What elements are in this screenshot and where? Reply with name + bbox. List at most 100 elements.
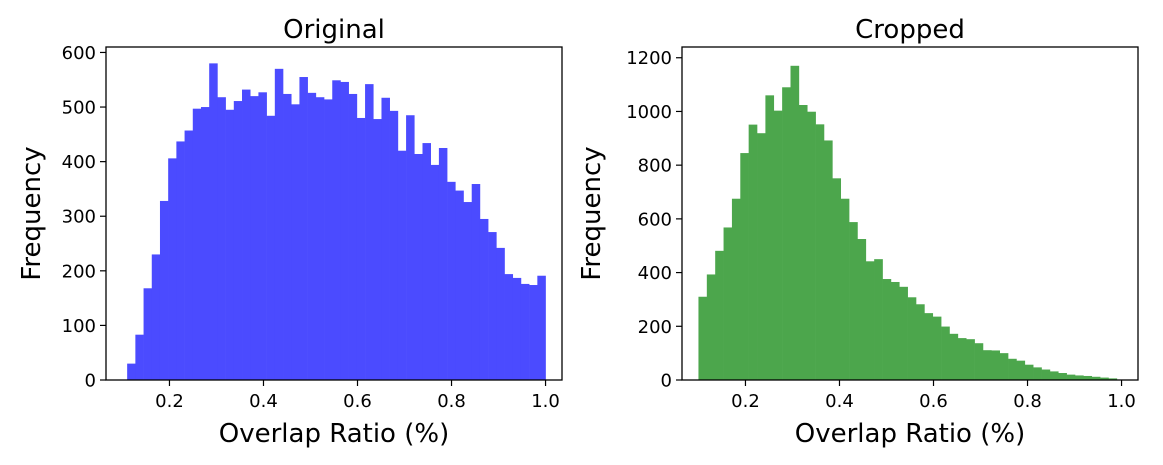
histogram-bar xyxy=(706,274,716,380)
histogram-bar xyxy=(1091,376,1101,380)
histogram-bar xyxy=(315,97,325,380)
histogram-bar xyxy=(698,296,708,380)
histogram-bar xyxy=(798,105,808,380)
histogram-bar xyxy=(184,130,194,380)
histogram-bar xyxy=(1016,360,1026,380)
histogram-bar xyxy=(192,108,202,380)
histogram-bar xyxy=(414,153,423,380)
histogram-bar xyxy=(1049,371,1059,380)
histogram-bar xyxy=(348,93,358,380)
histogram-bar xyxy=(299,77,308,380)
y-tick-label: 500 xyxy=(62,98,96,119)
x-tick-label: 0.4 xyxy=(825,391,854,412)
histogram-bar xyxy=(397,150,407,380)
histogram-bar xyxy=(324,99,333,380)
histogram-bar xyxy=(815,124,825,380)
histogram-bar xyxy=(899,286,908,380)
histogram-bar xyxy=(455,190,464,380)
histogram-bar xyxy=(332,80,341,381)
y-axis-label-original: Frequency xyxy=(17,146,47,280)
histogram-bar xyxy=(176,141,185,380)
histogram-bar xyxy=(916,304,925,380)
histogram-bar xyxy=(1075,375,1084,380)
histogram-bar xyxy=(1083,375,1093,380)
histogram-bar xyxy=(1058,373,1067,380)
histogram-bar xyxy=(143,288,153,380)
histogram-bar xyxy=(274,68,284,381)
y-tick-label: 0 xyxy=(85,371,96,392)
histogram-bar xyxy=(907,297,917,380)
bars-cropped xyxy=(698,65,1118,381)
histogram-bar xyxy=(356,117,366,380)
histogram-bar xyxy=(479,218,489,380)
histogram-bar xyxy=(389,110,399,381)
histogram-bar xyxy=(406,115,415,380)
histogram-cropped: Cropped 0.2 0.4 0.6 0.8 1.0 0 200 400 600 800 100… xyxy=(577,15,1139,449)
histogram-bar xyxy=(723,227,733,380)
histogram-bar xyxy=(159,200,169,380)
y-tick-label: 400 xyxy=(62,152,96,173)
y-tick-label: 200 xyxy=(638,317,672,338)
histogram-bar xyxy=(200,107,210,380)
x-tick-label: 0.2 xyxy=(155,391,184,412)
histogram-bar xyxy=(488,232,497,380)
histogram-bar xyxy=(283,93,292,380)
histogram-bar xyxy=(496,247,505,380)
x-tick-label: 0.8 xyxy=(437,391,466,412)
histogram-bar xyxy=(537,275,546,380)
bars-original xyxy=(127,63,546,381)
histogram-bar xyxy=(957,338,967,380)
y-tick-label: 1200 xyxy=(626,48,672,69)
y-tick-label: 800 xyxy=(638,156,672,177)
histogram-bar xyxy=(782,87,791,380)
histogram-bar xyxy=(430,164,440,380)
y-axis-ticks-original: 0 100 200 300 400 500 600 xyxy=(62,43,106,392)
histogram-bar xyxy=(1100,377,1109,380)
plot-frame-original xyxy=(105,46,563,381)
y-tick-label: 100 xyxy=(62,316,96,337)
histogram-bar xyxy=(882,279,892,380)
histogram-bar xyxy=(849,222,858,380)
histogram-bar xyxy=(1066,374,1076,380)
histogram-bar xyxy=(757,133,766,380)
x-axis-ticks-cropped: 0.2 0.4 0.6 0.8 1.0 xyxy=(731,380,1136,412)
plot-frame-cropped xyxy=(681,46,1139,381)
x-tick-label: 0.4 xyxy=(249,391,278,412)
histogram-bar xyxy=(217,97,226,380)
histogram-bar xyxy=(471,184,481,380)
histogram-bar xyxy=(1033,367,1042,380)
histogram-original: Original 0.2 0.4 0.6 0.8 1.0 0 100 200 300 400 50… xyxy=(17,15,563,449)
histogram-bar xyxy=(258,92,267,380)
histogram-bar xyxy=(209,63,218,381)
y-axis-ticks-cropped: 0 200 400 600 800 1000 1200 xyxy=(626,48,682,392)
histogram-bar xyxy=(373,119,382,380)
x-tick-label: 1.0 xyxy=(1107,391,1136,412)
histogram-bar xyxy=(773,110,783,380)
histogram-bar xyxy=(340,81,349,380)
histogram-bar xyxy=(447,181,456,380)
histogram-bar xyxy=(438,147,448,380)
histogram-bar xyxy=(1008,358,1017,380)
histogram-bar xyxy=(991,350,1000,380)
x-tick-label: 0.6 xyxy=(343,391,372,412)
histogram-bar xyxy=(941,326,950,380)
histogram-bar xyxy=(512,277,522,380)
histogram-bar xyxy=(731,198,741,380)
histogram-bar xyxy=(266,115,276,381)
histogram-bar xyxy=(242,89,251,381)
histogram-bar xyxy=(168,158,177,380)
x-axis-label-original: Overlap Ratio (%) xyxy=(219,419,449,449)
histogram-bar xyxy=(529,285,538,380)
y-tick-label: 600 xyxy=(62,43,96,64)
histogram-bar xyxy=(765,95,775,380)
histogram-bar xyxy=(823,140,833,380)
y-tick-label: 1000 xyxy=(626,102,672,123)
histogram-bar xyxy=(504,274,514,380)
histogram-bar xyxy=(520,283,530,380)
histogram-bar xyxy=(151,254,161,380)
histogram-bar xyxy=(365,84,374,381)
histogram-bar xyxy=(463,202,473,380)
histogram-bar xyxy=(999,353,1009,380)
histogram-bar xyxy=(807,111,816,381)
